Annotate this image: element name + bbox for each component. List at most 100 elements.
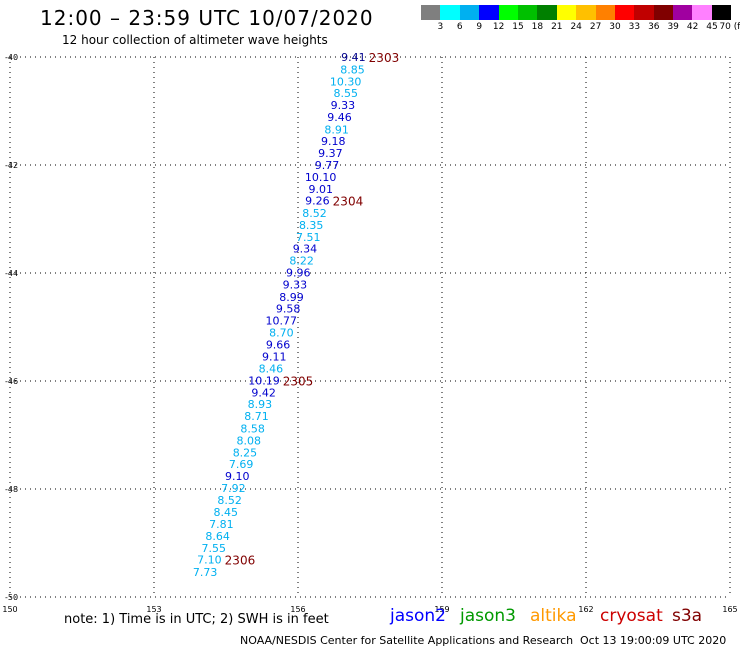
color-scale-label: 9 (476, 22, 483, 32)
wave-height-point: 8.35 (299, 219, 324, 232)
satellite-jason2: jason2 (390, 606, 446, 626)
color-scale-swatch (711, 5, 732, 20)
time-label: 2305 (283, 374, 314, 388)
color-scale-label: 30 (609, 22, 621, 32)
wave-height-point: 10.10 (305, 171, 337, 184)
wave-height-point: 9.96 (286, 266, 311, 279)
color-scale-swatch (421, 5, 441, 20)
x-tick-label: 159 (434, 605, 449, 614)
wave-height-point: 9.01 (309, 183, 334, 196)
wave-height-point: 7.73 (193, 566, 218, 579)
color-scale-label: 24 (570, 22, 582, 32)
wave-height-point: 9.33 (283, 278, 308, 291)
wave-height-point: 8.52 (217, 494, 242, 507)
color-scale-label: 18 (531, 22, 544, 32)
time-label: 2306 (225, 554, 256, 568)
wave-height-point: 8.71 (244, 410, 269, 423)
wave-height-point: 7.69 (229, 458, 254, 471)
wave-height-point: 9.18 (321, 135, 346, 148)
wave-height-point: 7.81 (209, 518, 234, 531)
wave-height-point: 9.46 (327, 111, 352, 124)
wave-height-point: 8.58 (240, 423, 265, 436)
wave-height-point: 8.55 (334, 87, 359, 100)
chart-title: 12:00 – 23:59 UTC 10/07/2020 (40, 6, 374, 30)
color-scale-swatch (614, 5, 635, 20)
wave-height-point: 7.92 (221, 482, 246, 495)
color-scale-swatch (576, 5, 596, 20)
time-label: 2303 (369, 51, 400, 65)
color-scale-swatch (498, 5, 518, 20)
wave-height-point: 8.93 (248, 398, 273, 411)
wave-height-point: 9.10 (225, 470, 250, 483)
satellite-jason3: jason3 (460, 606, 516, 626)
x-tick-label: 150 (2, 605, 17, 614)
wave-height-point: 8.70 (269, 326, 294, 339)
time-label: 2304 (333, 195, 364, 209)
color-scale-label: 39 (667, 22, 679, 32)
wave-height-point: 8.64 (205, 530, 230, 543)
credit-line: NOAA/NESDIS Center for Satellite Applica… (240, 634, 574, 647)
color-scale-swatch (440, 5, 460, 20)
wave-height-point: 8.45 (214, 506, 239, 519)
wave-height-point: 8.99 (279, 291, 304, 304)
color-scale-label: 45 (706, 22, 718, 32)
wave-height-point: 8.52 (302, 207, 327, 220)
wave-height-point: 9.34 (293, 243, 318, 256)
color-scale-swatch (595, 5, 615, 20)
x-tick-label: 156 (290, 605, 305, 614)
wave-height-point: 7.10 (197, 554, 222, 567)
color-scale-label: 33 (628, 22, 641, 32)
wave-height-point: 8.22 (289, 255, 314, 268)
wave-height-point: 9.66 (266, 338, 291, 351)
x-tick-label: 165 (722, 605, 737, 614)
wave-height-point: 9.41 (341, 51, 366, 64)
y-tick-label: -46 (5, 377, 18, 386)
wave-height-point: 7.55 (202, 542, 227, 555)
wave-height-point: 10.77 (266, 315, 298, 328)
color-scale-swatch (692, 5, 712, 20)
color-scale-label: 27 (589, 22, 602, 32)
color-scale-swatch (634, 5, 654, 20)
wave-height-point: 8.91 (324, 123, 349, 136)
color-scale-swatch (673, 5, 693, 20)
chart-subtitle: 12 hour collection of altimeter wave hei… (62, 33, 328, 47)
color-scale-swatch (479, 5, 499, 20)
wave-height-point: 9.11 (262, 351, 287, 364)
color-scale-swatch (537, 5, 557, 20)
wave-height-point: 8.08 (237, 434, 262, 447)
wave-height-point: 10.19 (248, 374, 280, 387)
color-scale-swatch (459, 5, 480, 20)
color-scale-label: 42 (686, 22, 699, 32)
color-scale-label: 12 (492, 22, 505, 32)
color-scale-swatch (556, 5, 577, 20)
y-tick-label: -40 (5, 53, 18, 62)
satellite-cryosat: cryosat (600, 606, 663, 626)
wave-height-point: 8.85 (340, 63, 365, 76)
footnote: note: 1) Time is in UTC; 2) SWH is in fe… (64, 612, 329, 627)
satellite-altika: altika (530, 606, 577, 626)
y-tick-label: -42 (5, 161, 18, 170)
color-scale-label: 21 (551, 22, 563, 32)
generation-timestamp: Oct 13 19:00:09 UTC 2020 (580, 634, 727, 647)
wave-height-point: 9.37 (318, 147, 343, 160)
satellite-s3a: s3a (672, 606, 703, 626)
wave-height-point: 9.58 (276, 303, 301, 316)
color-scale-swatch (653, 5, 674, 20)
color-scale-label: 70 (ft) (719, 22, 740, 32)
wave-height-point: 9.26 (305, 195, 330, 208)
wave-height-point: 10.30 (330, 75, 362, 88)
wave-height-point: 7.51 (296, 231, 321, 244)
wave-height-point: 8.46 (259, 363, 284, 376)
x-tick-label: 162 (578, 605, 593, 614)
color-scale-label: 3 (437, 22, 444, 32)
x-tick-label: 153 (146, 605, 161, 614)
wave-height-point: 8.25 (233, 446, 258, 459)
y-tick-label: -44 (5, 269, 18, 278)
y-tick-label: -50 (5, 593, 18, 602)
wave-height-point: 9.77 (315, 159, 340, 172)
color-scale-label: 6 (456, 22, 463, 32)
color-scale-swatch (517, 5, 538, 20)
wave-height-point: 9.33 (331, 99, 356, 112)
